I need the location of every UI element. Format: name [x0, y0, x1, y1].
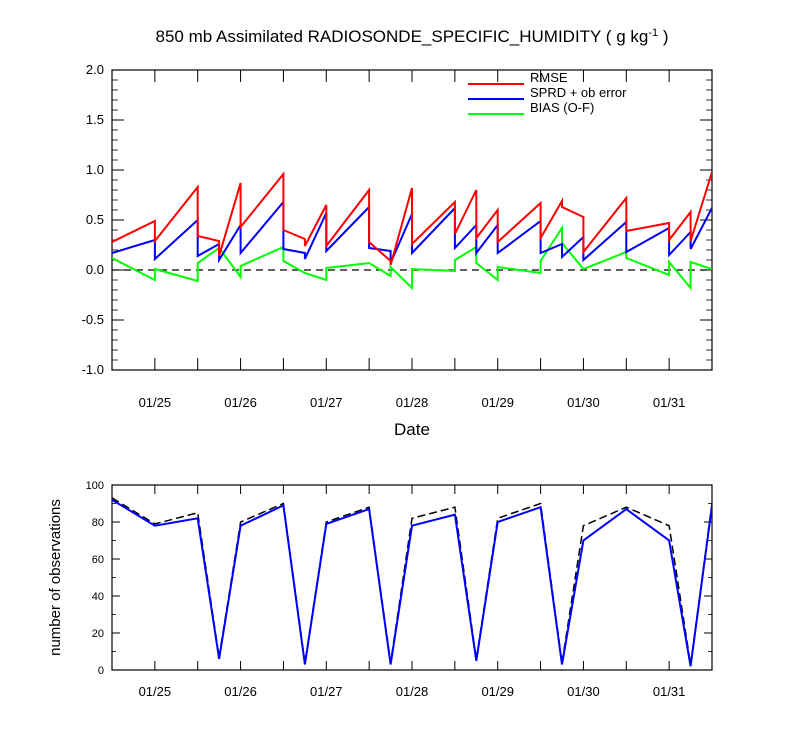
series-line-0: [112, 171, 712, 266]
x-tick-label: 01/29: [481, 395, 514, 410]
legend-label: BIAS (O-F): [530, 100, 594, 115]
y-tick-label: 100: [86, 480, 104, 492]
dashed-count-line: [112, 497, 712, 665]
x-tick-label: 01/25: [139, 684, 172, 699]
y-tick-label: 60: [92, 554, 104, 566]
y-tick-label: 20: [92, 628, 104, 640]
rmse-spread-bias-chart: 2.0 1.5 1.0 0.5 0.0 -0.5 -1.0 01/25 01/26 01/27 01…: [82, 62, 713, 439]
x-tick-label: 01/31: [653, 395, 686, 410]
x-tick-label: 01/28: [396, 395, 429, 410]
y-tick-label: 0.5: [86, 212, 104, 227]
x-tick-label: 01/29: [481, 684, 514, 699]
y-tick-label: 1.0: [86, 162, 104, 177]
x-tick-label: 01/26: [224, 395, 257, 410]
y-tick-label: 80: [92, 517, 104, 529]
y-tick-label: 1.5: [86, 112, 104, 127]
x-tick-label: 01/27: [310, 395, 343, 410]
legend-label: SPRD + ob error: [530, 85, 627, 100]
x-axis-title: Date: [394, 420, 430, 439]
observation-count-chart: 100 80 60 40 20 0 01/25 01/26 01/27 01/28 01/29 01/…: [47, 480, 713, 699]
x-tick-label: 01/30: [567, 395, 600, 410]
x-tick-label: 01/28: [396, 684, 429, 699]
x-tick-label: 01/27: [310, 684, 343, 699]
x-tick-label: 01/30: [567, 684, 600, 699]
y-tick-label: 0.0: [86, 262, 104, 277]
legend-label: RMSE: [530, 70, 568, 85]
x-tick-label: 01/25: [139, 395, 172, 410]
y-tick-label: 0: [98, 665, 104, 677]
y-tick-label: 2.0: [86, 62, 104, 77]
y-tick-label: -0.5: [82, 312, 104, 327]
chart-title: 850 mb Assimilated RADIOSONDE_SPECIFIC_H…: [156, 27, 669, 46]
y-tick-label: 40: [92, 591, 104, 603]
y-tick-label: -1.0: [82, 362, 104, 377]
solid-count-line: [112, 498, 712, 667]
x-tick-label: 01/31: [653, 684, 686, 699]
y-axis-title: number of observations: [47, 499, 64, 656]
x-tick-label: 01/26: [224, 684, 257, 699]
